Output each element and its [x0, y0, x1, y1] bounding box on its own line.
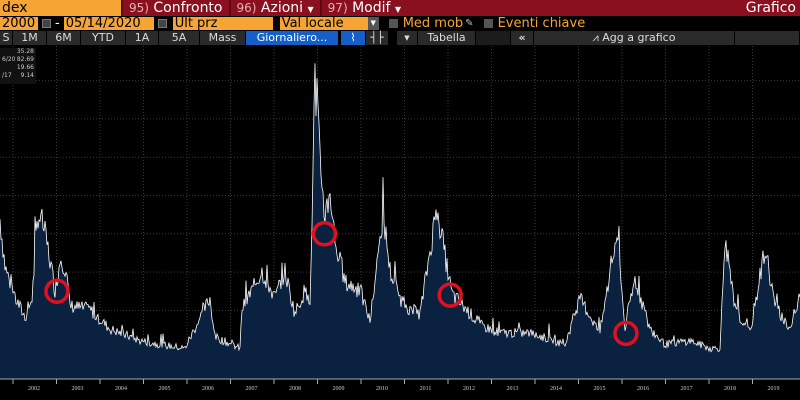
moving-avg-label: Med mob [402, 15, 464, 31]
price-line [0, 63, 800, 353]
ticker-field[interactable]: dex [0, 0, 121, 16]
tab-range-ytd[interactable]: YTD [81, 30, 125, 45]
actions-button[interactable]: 96) Azioni ▼ [228, 0, 320, 16]
page-title: Grafico [745, 0, 796, 16]
range-toolbar: S 1M 6M YTD 1A 5A Mass Giornaliero... ⌇ … [0, 30, 800, 45]
table-button[interactable]: Tabella [418, 30, 475, 45]
tab-range-6m[interactable]: 6M [47, 30, 80, 45]
x-tick-label: 2019 [767, 386, 780, 392]
key-events-checkbox[interactable] [483, 18, 493, 28]
start-date-field[interactable]: 2000 [0, 16, 38, 30]
button-number: 95) [129, 1, 149, 15]
date-separator: - [55, 15, 60, 31]
annotation-circle [44, 278, 70, 304]
add-to-chart-button[interactable]: ⩘ Agg a grafico [534, 30, 734, 45]
button-label: Azioni [260, 0, 304, 16]
tab-range-5a[interactable]: 5A [159, 30, 199, 45]
chevron-down-icon[interactable]: ▼ [367, 16, 379, 30]
spacer [476, 30, 510, 45]
button-number: 96) [236, 1, 257, 15]
area-fill [0, 63, 800, 380]
legend-row-high: 6/20 82.69 [2, 56, 34, 63]
compare-button[interactable]: 95) Confronto [121, 0, 229, 16]
annotation-circle [311, 221, 338, 247]
x-tick-label: 2010 [376, 386, 388, 392]
x-tick-label: 2017 [680, 386, 693, 392]
tab-range-s[interactable]: S [0, 30, 12, 45]
calendar-icon[interactable] [42, 18, 51, 28]
tab-range-max[interactable]: Mass [200, 30, 245, 45]
annotation-circle [437, 282, 463, 308]
bar-chart-icon[interactable]: ┤├ [366, 30, 388, 45]
frequency-dropdown[interactable]: Giornaliero... [246, 30, 338, 45]
chart-add-icon: ⩘ [592, 30, 603, 44]
date-toolbar: 2000 - 05/14/2020 Ult prz Val locale ▼ M… [0, 15, 800, 31]
x-tick-label: 2018 [724, 386, 736, 392]
moving-avg-checkbox[interactable] [388, 18, 398, 28]
end-date-field[interactable]: 05/14/2020 [63, 16, 154, 30]
tab-range-1m[interactable]: 1M [13, 30, 46, 45]
add-to-chart-label: Agg a grafico [602, 30, 676, 44]
collapse-button[interactable]: « [511, 30, 533, 45]
legend-row-average: 19.66 [16, 64, 34, 71]
tab-range-1a[interactable]: 1A [126, 30, 158, 45]
price-field-select[interactable]: Ult prz [172, 16, 273, 30]
button-number: 97) [327, 1, 348, 15]
currency-select[interactable]: Val locale [279, 16, 368, 30]
x-tick-label: 2012 [463, 386, 475, 392]
x-tick-label: 2005 [158, 386, 171, 392]
button-label: Confronto [153, 0, 223, 16]
caret-down-icon: ▼ [307, 5, 314, 14]
line-chart-icon[interactable]: ⌇ [341, 30, 365, 45]
key-events-label: Eventi chiave [497, 15, 586, 31]
x-tick-label: 2006 [202, 386, 214, 392]
legend-row-low: /17 9.14 [2, 72, 34, 79]
x-tick-label: 2007 [245, 386, 258, 392]
pencil-icon[interactable]: ✎ [465, 17, 474, 29]
x-tick-label: 2002 [28, 386, 40, 392]
header-bar: dex 95) Confronto 96) Azioni ▼ 97) Modif… [0, 0, 800, 16]
chevron-down-icon[interactable]: ▼ [397, 30, 417, 45]
x-tick-label: 2004 [115, 386, 127, 392]
modify-button[interactable]: 97) Modif ▼ [319, 0, 407, 16]
x-tick-label: 2011 [419, 386, 432, 392]
x-tick-label: 2014 [550, 386, 562, 392]
calendar-icon[interactable] [157, 18, 167, 28]
button-label: Modif [352, 0, 391, 16]
legend-row-last: 35.28 [16, 48, 34, 55]
x-tick-label: 2003 [71, 386, 84, 392]
x-tick-label: 2013 [506, 386, 519, 392]
caret-down-icon: ▼ [394, 5, 402, 14]
x-tick-label: 2015 [593, 386, 606, 392]
x-tick-label: 2008 [289, 386, 301, 392]
x-tick-label: 2009 [332, 386, 345, 392]
annotation-circle [613, 320, 639, 347]
toolbar-end [735, 30, 799, 45]
x-tick-label: 2016 [637, 386, 649, 392]
chart-legend: 35.28 6/20 82.69 19.66 /17 9.14 [0, 48, 36, 84]
